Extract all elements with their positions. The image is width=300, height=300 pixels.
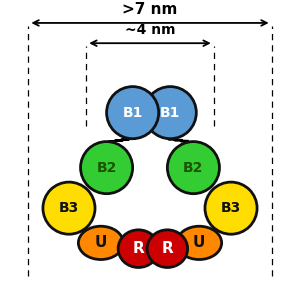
Text: U: U (193, 236, 206, 250)
Ellipse shape (78, 226, 123, 260)
Text: B1: B1 (122, 106, 143, 120)
Ellipse shape (118, 230, 159, 268)
Text: B3: B3 (59, 201, 79, 215)
Text: R: R (161, 241, 173, 256)
Text: >7 nm: >7 nm (122, 2, 178, 17)
Text: U: U (94, 236, 107, 250)
Circle shape (106, 87, 159, 139)
Text: B3: B3 (221, 201, 241, 215)
Text: B1: B1 (160, 106, 180, 120)
Circle shape (43, 182, 95, 234)
Circle shape (80, 142, 133, 194)
Circle shape (205, 182, 257, 234)
Ellipse shape (147, 230, 188, 268)
Text: B2: B2 (96, 160, 117, 175)
Circle shape (144, 87, 196, 139)
Circle shape (167, 142, 220, 194)
Ellipse shape (177, 226, 222, 260)
Text: R: R (133, 241, 144, 256)
Text: ~4 nm: ~4 nm (125, 23, 175, 38)
Text: B2: B2 (183, 160, 204, 175)
